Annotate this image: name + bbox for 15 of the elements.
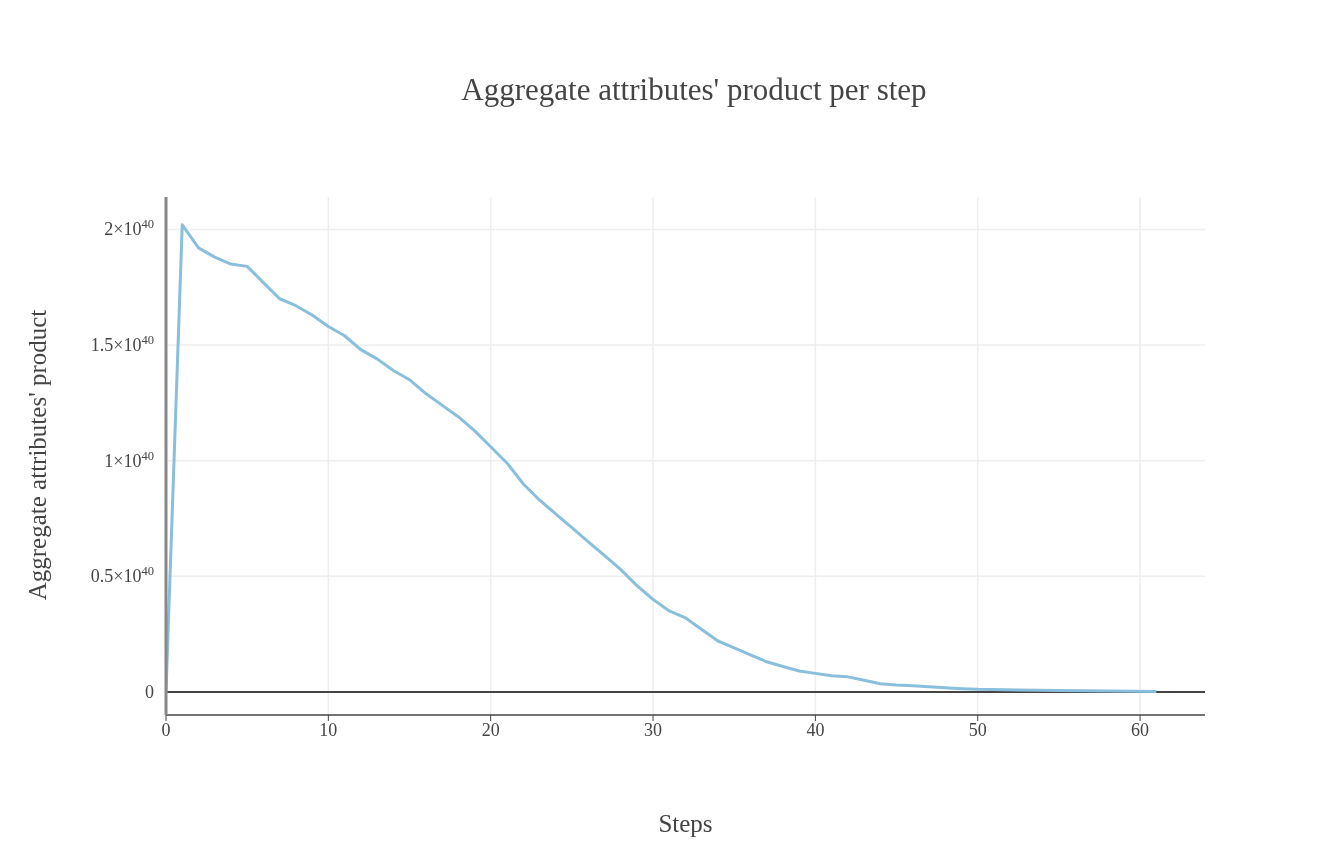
y-tick-label: 2×10$^{40}$ [104, 217, 154, 240]
chart-title: Aggregate attributes' product per step [460, 72, 928, 108]
y-tick-label: 1×10$^{40}$ [104, 448, 154, 471]
x-tick-label: 10 [319, 719, 338, 740]
y-tick-label: 0 [145, 681, 154, 702]
x-axis-title: Steps [657, 810, 714, 838]
x-tick-label: 50 [968, 719, 987, 740]
y-axis-title: Aggregate attributes' product [24, 309, 52, 601]
x-tick-label: 0 [161, 719, 171, 740]
y-tick-label: 0.5×10$^{40}$ [90, 564, 154, 587]
x-tick-label: 30 [644, 719, 663, 740]
x-tick-label: 40 [806, 719, 825, 740]
y-tick-label: 1.5×10$^{40}$ [90, 333, 154, 355]
x-tick-label: 60 [1131, 719, 1150, 740]
x-tick-label: 20 [481, 719, 500, 740]
